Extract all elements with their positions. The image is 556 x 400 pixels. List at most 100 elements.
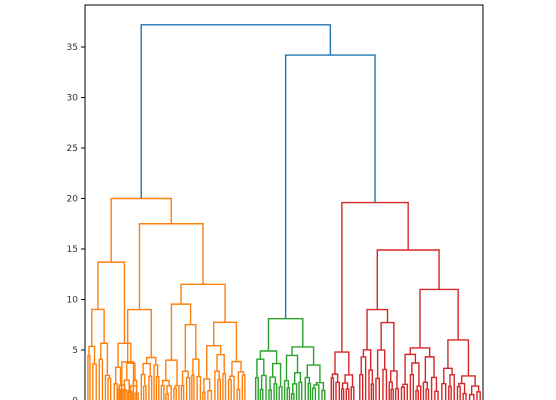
dendrogram-link bbox=[468, 393, 475, 400]
dendrogram-link bbox=[409, 373, 415, 400]
dendrogram-link bbox=[456, 385, 461, 400]
dendrogram-link bbox=[138, 223, 204, 310]
dendrogram-link bbox=[307, 382, 312, 400]
dendrogram-link bbox=[344, 374, 354, 387]
dendrogram-link bbox=[404, 353, 417, 385]
dendrogram-link bbox=[362, 349, 372, 371]
dendrogram-link bbox=[447, 339, 470, 376]
dendrogram-link bbox=[155, 376, 160, 400]
cluster-2-root-link bbox=[267, 317, 304, 352]
dendrogram-link bbox=[415, 390, 420, 400]
dendrogram-link bbox=[476, 391, 481, 400]
dendrogram-link bbox=[315, 381, 325, 391]
dendrogram-link bbox=[409, 347, 431, 357]
dendrogram-link bbox=[290, 392, 295, 400]
y-tick-label: 25 bbox=[67, 144, 78, 154]
dendrogram-link bbox=[334, 351, 350, 375]
dendrogram-link bbox=[231, 360, 242, 377]
dendrogram-link bbox=[140, 373, 146, 400]
dendrogram-link bbox=[285, 354, 299, 381]
dendrogram-link bbox=[458, 382, 466, 394]
dendrogram-link bbox=[185, 376, 191, 400]
dendrogram-link bbox=[180, 283, 226, 323]
dendrogram-link bbox=[382, 368, 388, 400]
dendrogram-links bbox=[87, 24, 481, 400]
dendrogram-link bbox=[376, 349, 386, 379]
dendrogram-link bbox=[134, 392, 139, 400]
dendrogram-link bbox=[400, 386, 406, 400]
dendrogram-link bbox=[196, 375, 202, 400]
dendrogram-link bbox=[448, 385, 452, 400]
dendrogram-link bbox=[191, 374, 195, 400]
dendrogram-link bbox=[311, 387, 317, 400]
dendrogram-link bbox=[462, 392, 467, 400]
dendrogram-link bbox=[165, 393, 169, 400]
dendrogram-link bbox=[236, 388, 241, 400]
dendrogram-link bbox=[259, 350, 278, 364]
dendrogram-link bbox=[259, 388, 264, 400]
y-tick-label: 15 bbox=[67, 245, 78, 255]
y-tick-label: 0 bbox=[72, 397, 78, 400]
dendrogram-link bbox=[217, 378, 222, 400]
y-tick-label: 5 bbox=[72, 346, 78, 356]
dendrogram-link bbox=[424, 356, 435, 383]
dendrogram-link bbox=[222, 373, 227, 400]
dendrogram-link bbox=[165, 359, 178, 386]
dendrogram-link bbox=[121, 361, 135, 386]
dendrogram-link bbox=[268, 389, 272, 400]
dendrogram-link bbox=[286, 387, 291, 400]
dendrogram-link bbox=[331, 373, 339, 383]
dendrogram-link bbox=[107, 377, 112, 400]
y-tick-label: 10 bbox=[67, 296, 79, 306]
cluster-3-root-link bbox=[341, 201, 409, 353]
dendrogram-link bbox=[366, 308, 389, 350]
dendrogram-link bbox=[360, 356, 367, 400]
dendrogram-link bbox=[227, 379, 232, 400]
dendrogram-link bbox=[148, 375, 153, 400]
dendrogram-link bbox=[443, 367, 453, 384]
dendrogram-link bbox=[202, 391, 206, 400]
dendrogram-link bbox=[422, 381, 428, 400]
dendrogram-link bbox=[206, 344, 222, 379]
dendrogram-link bbox=[91, 308, 105, 347]
dendrogram-link bbox=[100, 342, 109, 376]
y-tick-label: 35 bbox=[67, 43, 78, 53]
dendrogram-link bbox=[425, 388, 430, 400]
dendrogram-link bbox=[368, 369, 374, 400]
dendrogram-link bbox=[460, 375, 476, 387]
dendrogram-link bbox=[278, 386, 283, 400]
dendrogram-link bbox=[376, 249, 440, 310]
dendrogram-link bbox=[126, 362, 136, 381]
dendrogram-link bbox=[273, 383, 278, 400]
top-merge-link bbox=[284, 54, 376, 319]
dendrogram-link bbox=[359, 374, 364, 400]
dendrogram-link bbox=[98, 358, 104, 400]
dendrogram-link bbox=[254, 376, 259, 400]
dendrogram-link bbox=[241, 374, 246, 400]
dendrogram-link bbox=[113, 383, 118, 400]
y-tick-label: 20 bbox=[67, 195, 79, 205]
cluster-1-root-link bbox=[110, 197, 172, 263]
dendrogram-link bbox=[350, 386, 355, 400]
dendrogram-link bbox=[394, 387, 400, 400]
dendrogram-link bbox=[192, 358, 200, 377]
dendrogram-link bbox=[345, 388, 350, 400]
dendrogram-link bbox=[123, 379, 130, 400]
dendrogram-link bbox=[142, 385, 147, 400]
dendrogram-link bbox=[321, 389, 326, 400]
dendrogram-link bbox=[340, 388, 345, 400]
dendrogram-link bbox=[104, 374, 111, 400]
y-axis: 0 5 10 15 20 25 30 35 bbox=[67, 43, 85, 400]
dendrogram-link bbox=[170, 303, 192, 361]
root-merge-link bbox=[140, 24, 332, 199]
dendrogram-link bbox=[441, 383, 447, 400]
dendrogram-link bbox=[184, 324, 197, 372]
dendrogram-link bbox=[402, 383, 408, 400]
dendrogram-link bbox=[97, 261, 126, 344]
dendrogram-link bbox=[180, 384, 185, 400]
dendrogram-link bbox=[419, 288, 459, 348]
dendrogram-link bbox=[92, 363, 97, 400]
axes-frame bbox=[84, 4, 484, 400]
y-tick-label: 30 bbox=[67, 94, 79, 104]
